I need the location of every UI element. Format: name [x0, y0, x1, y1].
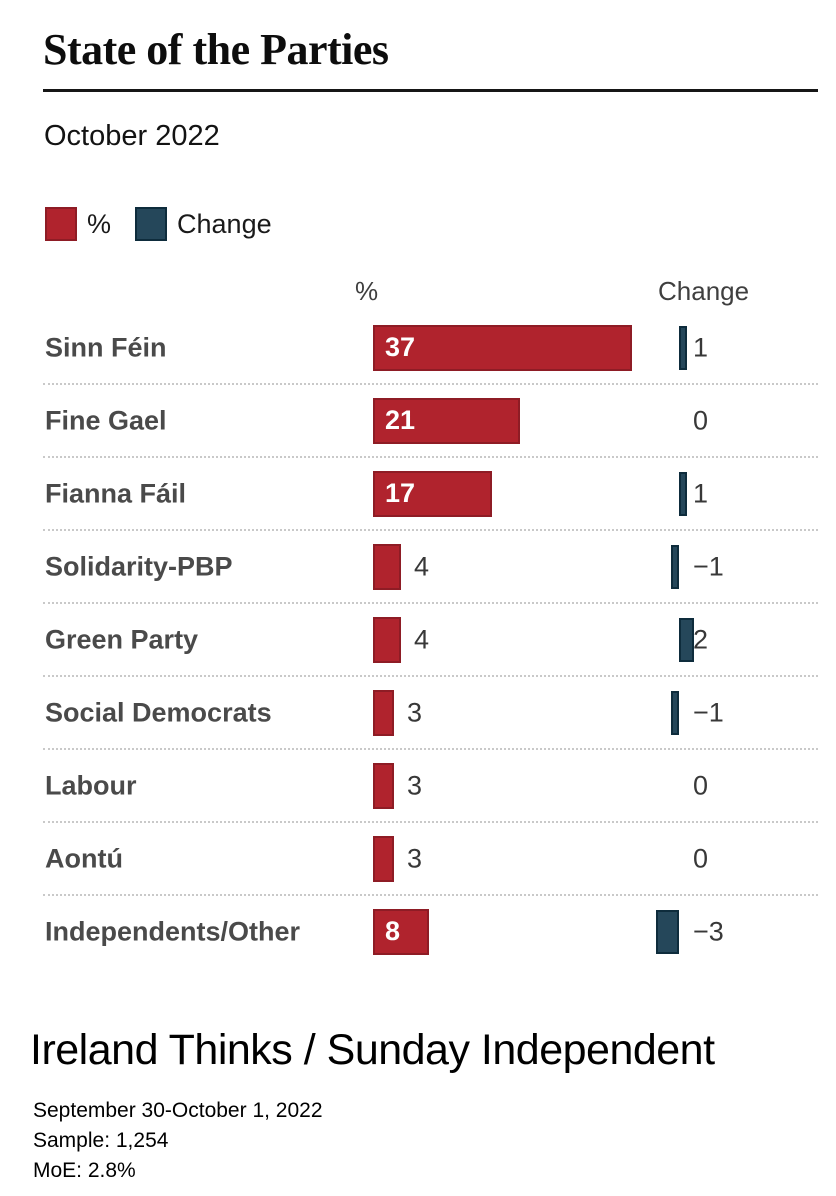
change-swatch	[135, 207, 168, 241]
percent-bar	[373, 835, 394, 882]
party-label: Sinn Féin	[45, 332, 167, 362]
percent-bar	[373, 689, 394, 736]
row-separator	[43, 602, 818, 604]
percent-value: 17	[385, 478, 416, 508]
change-value: 0	[693, 770, 709, 800]
legend-item-change: Change	[135, 207, 272, 241]
percent-value: 4	[414, 551, 430, 581]
change-value: −3	[693, 916, 724, 946]
party-label: Fianna Fáil	[45, 478, 187, 508]
change-value: 1	[693, 332, 709, 362]
chart-row: Green Party 4 2	[0, 602, 836, 676]
percent-value: 21	[385, 405, 416, 435]
legend-label-percent: %	[87, 208, 112, 239]
row-separator	[43, 456, 818, 458]
row-separator	[43, 821, 818, 823]
chart-row: Sinn Féin 37 1	[0, 311, 836, 384]
percent-value: 37	[385, 332, 416, 362]
chart-row: Fianna Fáil 17 1	[0, 456, 836, 530]
value-column-header: %	[355, 276, 379, 306]
percent-bar: 37	[373, 324, 632, 371]
percent-bar: 17	[373, 470, 492, 517]
footer-notes: September 30-October 1, 2022 Sample: 1,2…	[33, 1096, 323, 1186]
percent-value: 3	[407, 770, 423, 800]
row-separator	[43, 383, 818, 385]
fieldwork-dates: September 30-October 1, 2022	[33, 1099, 323, 1122]
row-separator	[43, 894, 818, 896]
percent-swatch	[45, 207, 77, 241]
percent-value: 3	[407, 697, 423, 727]
chart-rows: Sinn Féin 37 1 Fine Gael 21 0 Fianna Fáil 17 1 So…	[0, 311, 836, 968]
change-bar	[671, 690, 679, 735]
chart-row: Solidarity-PBP 4 −1	[0, 529, 836, 603]
change-value: −1	[693, 551, 724, 581]
change-value: 0	[693, 405, 709, 435]
percent-bar	[373, 543, 401, 590]
change-column-header: Change	[658, 276, 750, 306]
chart-row: Fine Gael 21 0	[0, 383, 836, 457]
chart-row: Labour 3 0	[0, 748, 836, 822]
percent-bar	[373, 762, 394, 809]
chart-row: Social Democrats 3 −1	[0, 675, 836, 749]
chart-row: Independents/Other 8 −3	[0, 894, 836, 968]
margin-of-error: MoE: 2.8%	[33, 1159, 136, 1182]
row-separator	[43, 529, 818, 531]
chart-row: Aontú 3 0	[0, 821, 836, 895]
party-label: Independents/Other	[45, 916, 301, 946]
party-label: Social Democrats	[45, 697, 272, 727]
change-bar	[656, 909, 679, 954]
percent-value: 8	[385, 916, 401, 946]
change-value: 2	[693, 624, 709, 654]
column-headers: % Change	[0, 276, 836, 306]
title-underline	[43, 89, 818, 92]
change-bar	[679, 617, 694, 662]
change-bar	[679, 325, 687, 370]
change-value: −1	[693, 697, 724, 727]
change-bar	[671, 544, 679, 589]
percent-value: 3	[407, 843, 423, 873]
percent-bar	[373, 616, 401, 663]
percent-value: 4	[414, 624, 430, 654]
party-label: Solidarity-PBP	[45, 551, 233, 581]
party-label: Labour	[45, 770, 137, 800]
legend-label-change: Change	[177, 208, 272, 239]
party-label: Aontú	[45, 843, 123, 873]
percent-bar: 8	[373, 908, 429, 955]
legend: % Change	[45, 207, 272, 241]
party-label: Fine Gael	[45, 405, 167, 435]
change-value: 1	[693, 478, 709, 508]
party-label: Green Party	[45, 624, 199, 654]
row-separator	[43, 748, 818, 750]
source-attribution: Ireland Thinks / Sunday Independent	[30, 1026, 715, 1074]
percent-bar: 21	[373, 397, 520, 444]
legend-item-percent: %	[45, 207, 111, 241]
chart-subtitle: October 2022	[44, 120, 220, 152]
sample-size: Sample: 1,254	[33, 1129, 169, 1152]
change-bar	[679, 471, 687, 516]
chart-title: State of the Parties	[43, 25, 389, 74]
row-separator	[43, 675, 818, 677]
change-value: 0	[693, 843, 709, 873]
